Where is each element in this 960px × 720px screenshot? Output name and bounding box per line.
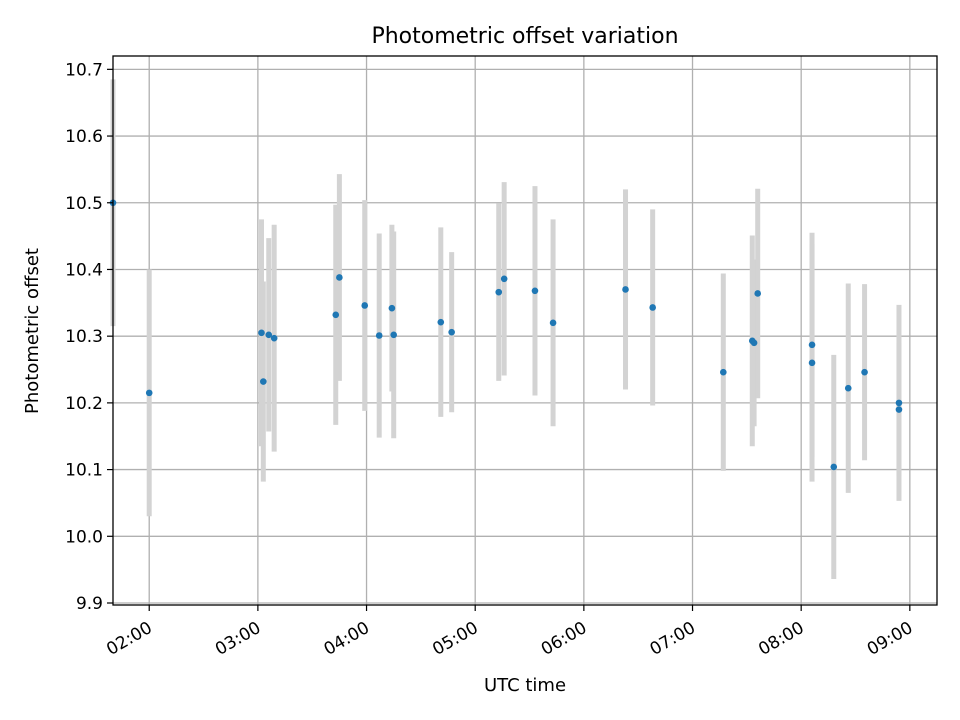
data-point: [808, 359, 816, 367]
data-point: [388, 304, 396, 312]
y-tick-label: 10.4: [65, 260, 103, 280]
data-point: [830, 463, 838, 471]
data-point: [549, 319, 557, 327]
chart-title: Photometric offset variation: [371, 24, 678, 49]
data-point: [145, 389, 153, 397]
data-point: [332, 311, 340, 319]
data-point: [265, 331, 273, 339]
data-point: [390, 331, 398, 339]
grid: [113, 56, 937, 605]
data-points: [109, 199, 903, 471]
data-point: [495, 288, 503, 296]
data-point: [720, 368, 727, 376]
data-point: [861, 368, 868, 376]
y-tick-label: 10.0: [65, 527, 103, 547]
data-point: [649, 304, 656, 311]
y-axis-label: Photometric offset: [22, 248, 43, 414]
data-point: [361, 302, 369, 309]
y-tick-label: 10.5: [65, 194, 103, 214]
data-point: [375, 332, 383, 339]
y-tick-label: 9.9: [76, 594, 103, 614]
data-point: [437, 318, 445, 326]
y-tick-label: 10.1: [65, 461, 103, 481]
data-point: [844, 384, 852, 392]
y-axis-ticks: 9.9 10.0 10.1 10.2 10.3 10.4 10.5 10.6 10.7: [65, 60, 113, 614]
data-point: [895, 406, 903, 413]
data-point: [258, 329, 265, 337]
data-point: [260, 378, 267, 385]
y-tick-label: 10.3: [65, 327, 103, 347]
y-tick-label: 10.7: [65, 60, 103, 80]
y-tick-label: 10.2: [65, 394, 103, 414]
data-point: [750, 339, 758, 347]
data-point: [622, 286, 629, 293]
data-point: [336, 274, 343, 281]
data-point: [895, 399, 903, 407]
data-point: [448, 328, 455, 336]
x-axis-label: UTC time: [484, 675, 566, 696]
data-point: [754, 290, 762, 297]
data-point: [270, 334, 278, 342]
data-point: [808, 341, 816, 349]
plot-frame: [112, 55, 938, 606]
data-point: [531, 287, 539, 295]
data-point: [500, 275, 508, 283]
y-tick-label: 10.6: [65, 127, 103, 147]
